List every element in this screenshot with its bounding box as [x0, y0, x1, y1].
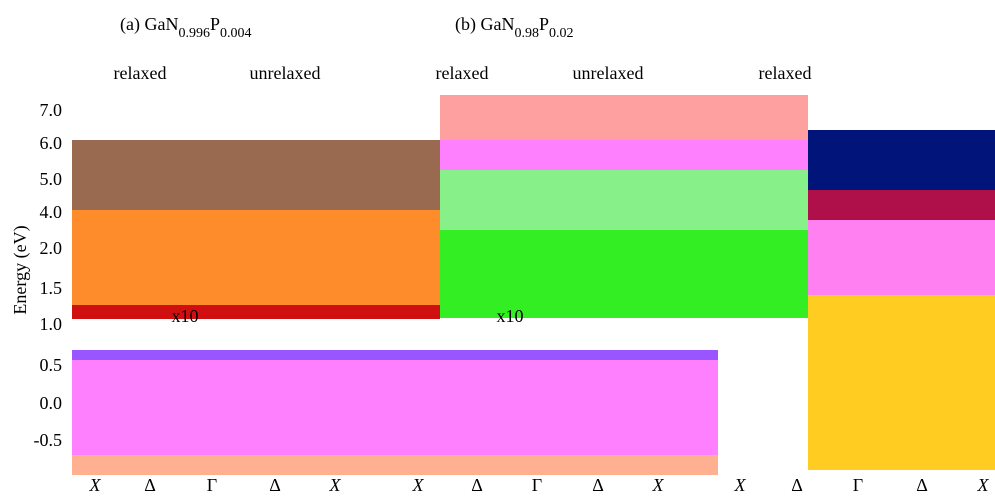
x-label: Δ: [916, 475, 928, 495]
x-label: X: [977, 475, 990, 495]
y-tick-label: 7.0: [40, 100, 63, 120]
y-tick-label: 0.5: [40, 355, 63, 375]
x-label: Γ: [207, 475, 217, 495]
panel-title: (b) GaN0.98P0.02: [455, 14, 574, 41]
x-label: X: [734, 475, 747, 495]
y-tick-label: 1.5: [40, 278, 63, 298]
scale-note: x10: [497, 306, 524, 326]
column-label: unrelaxed: [573, 63, 644, 83]
column-label: relaxed: [436, 63, 489, 83]
y-tick-label: -0.5: [34, 430, 63, 450]
column-label: unrelaxed: [250, 63, 321, 83]
scale-note: x10: [172, 306, 199, 326]
y-tick-label: 2.0: [40, 238, 63, 258]
panel-title: (a) GaN0.996P0.004: [120, 14, 251, 41]
x-label: Δ: [592, 475, 604, 495]
y-tick-label: 6.0: [40, 133, 63, 153]
x-label: X: [412, 475, 425, 495]
x-label: X: [652, 475, 665, 495]
x-label: Γ: [532, 475, 542, 495]
x-label: Δ: [269, 475, 281, 495]
column-label: relaxed: [759, 63, 812, 83]
column-label: relaxed: [114, 63, 167, 83]
x-label: X: [329, 475, 342, 495]
y-tick-label: 1.0: [40, 314, 63, 334]
x-label: Δ: [791, 475, 803, 495]
y-axis-label: Energy (eV): [10, 225, 31, 314]
y-tick-label: 4.0: [40, 202, 63, 222]
x-label: Δ: [471, 475, 483, 495]
x-label: Δ: [144, 475, 156, 495]
x-label: Γ: [853, 475, 863, 495]
x-label: X: [89, 475, 102, 495]
plot-blocks: [72, 95, 995, 475]
y-tick-label: 0.0: [40, 393, 63, 413]
y-tick-label: 5.0: [40, 169, 63, 189]
